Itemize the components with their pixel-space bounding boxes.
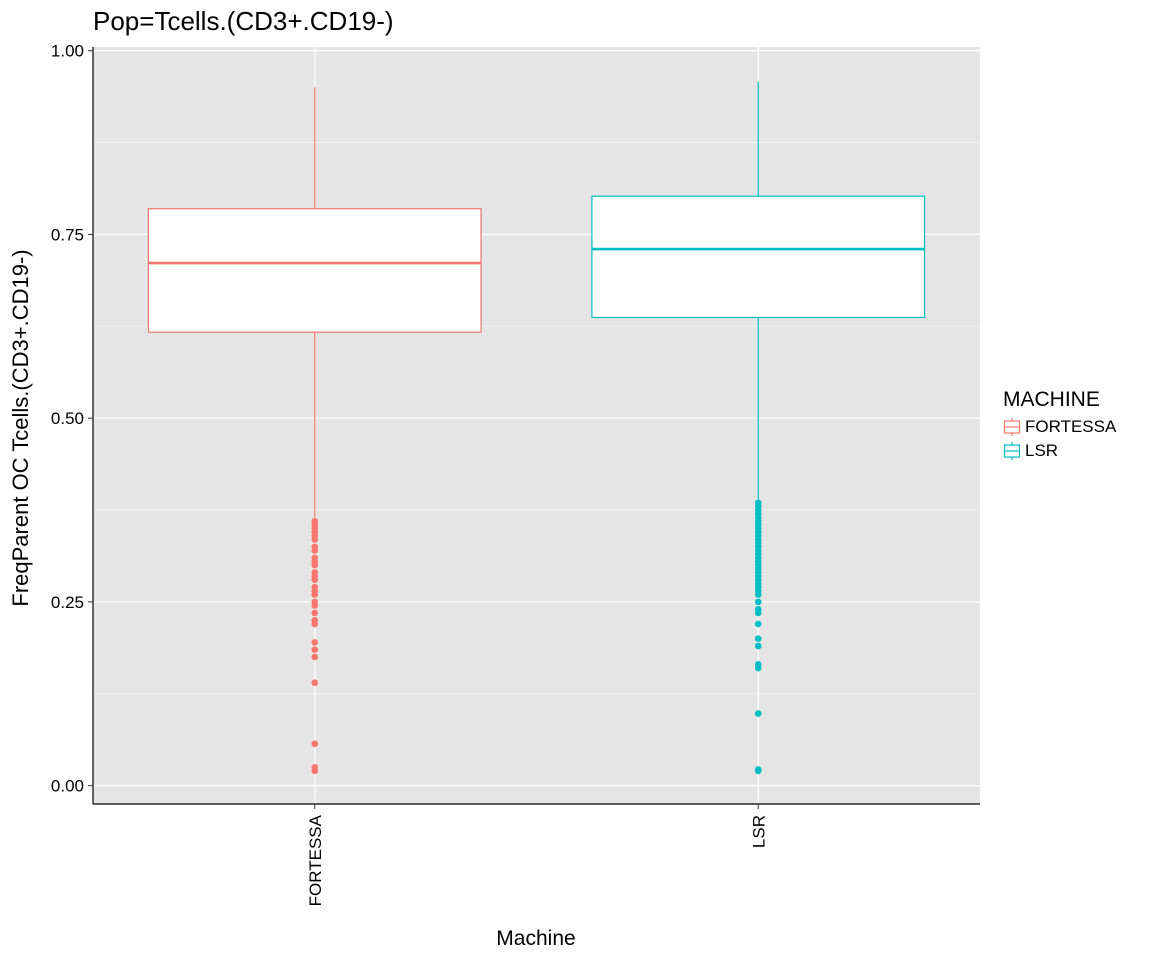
y-tick-label: 1.00 xyxy=(51,42,84,61)
outlier-point-fortessa xyxy=(311,591,319,598)
outlier-point-lsr xyxy=(754,620,762,628)
outlier-point-fortessa xyxy=(311,653,319,661)
x-axis-label: Machine xyxy=(496,927,576,950)
outlier-point-lsr xyxy=(754,635,762,642)
x-tick-label: LSR xyxy=(749,815,768,848)
chart-title: Pop=Tcells.(CD3+.CD19-) xyxy=(93,6,394,36)
outlier-point-lsr xyxy=(754,598,762,606)
legend-title: MACHINE xyxy=(1003,388,1100,411)
outlier-point-fortessa xyxy=(311,740,319,748)
outlier-point-fortessa xyxy=(311,620,319,628)
outlier-point-lsr xyxy=(754,664,762,672)
legend-key-fortessa-icon xyxy=(1003,418,1021,436)
outlier-point-fortessa xyxy=(311,576,319,584)
outlier-point-fortessa xyxy=(311,639,319,646)
outlier-point-lsr xyxy=(754,609,762,617)
outlier-point-fortessa xyxy=(311,536,319,543)
legend-item-lsr[interactable]: LSR xyxy=(1003,439,1116,463)
legend-label-lsr: LSR xyxy=(1025,441,1059,460)
outlier-point-lsr xyxy=(754,642,762,650)
outlier-point-fortessa xyxy=(311,646,319,653)
legend-label-fortessa: FORTESSA xyxy=(1025,417,1117,436)
legend-key-lsr-icon xyxy=(1003,442,1021,460)
legend: MACHINE FORTESSA LSR xyxy=(1003,388,1116,463)
box-lsr xyxy=(591,195,926,319)
y-tick-label: 0.00 xyxy=(51,777,84,796)
outlier-point-fortessa xyxy=(311,679,319,687)
outlier-point-lsr xyxy=(754,767,762,775)
y-tick-label: 0.75 xyxy=(51,225,84,244)
plot-panel xyxy=(93,47,980,804)
legend-item-fortessa[interactable]: FORTESSA xyxy=(1003,415,1116,439)
outlier-point-lsr xyxy=(754,710,762,717)
outlier-point-fortessa xyxy=(311,609,319,617)
outlier-point-lsr xyxy=(754,591,762,598)
y-tick-label: 0.50 xyxy=(51,409,84,428)
outlier-point-fortessa xyxy=(311,547,319,554)
outlier-point-fortessa xyxy=(311,602,319,609)
y-tick-label: 0.25 xyxy=(51,593,84,612)
box-fortessa xyxy=(147,208,482,333)
outlier-point-fortessa xyxy=(311,767,319,775)
x-tick-label: FORTESSA xyxy=(306,814,325,906)
outlier-point-fortessa xyxy=(311,561,319,569)
